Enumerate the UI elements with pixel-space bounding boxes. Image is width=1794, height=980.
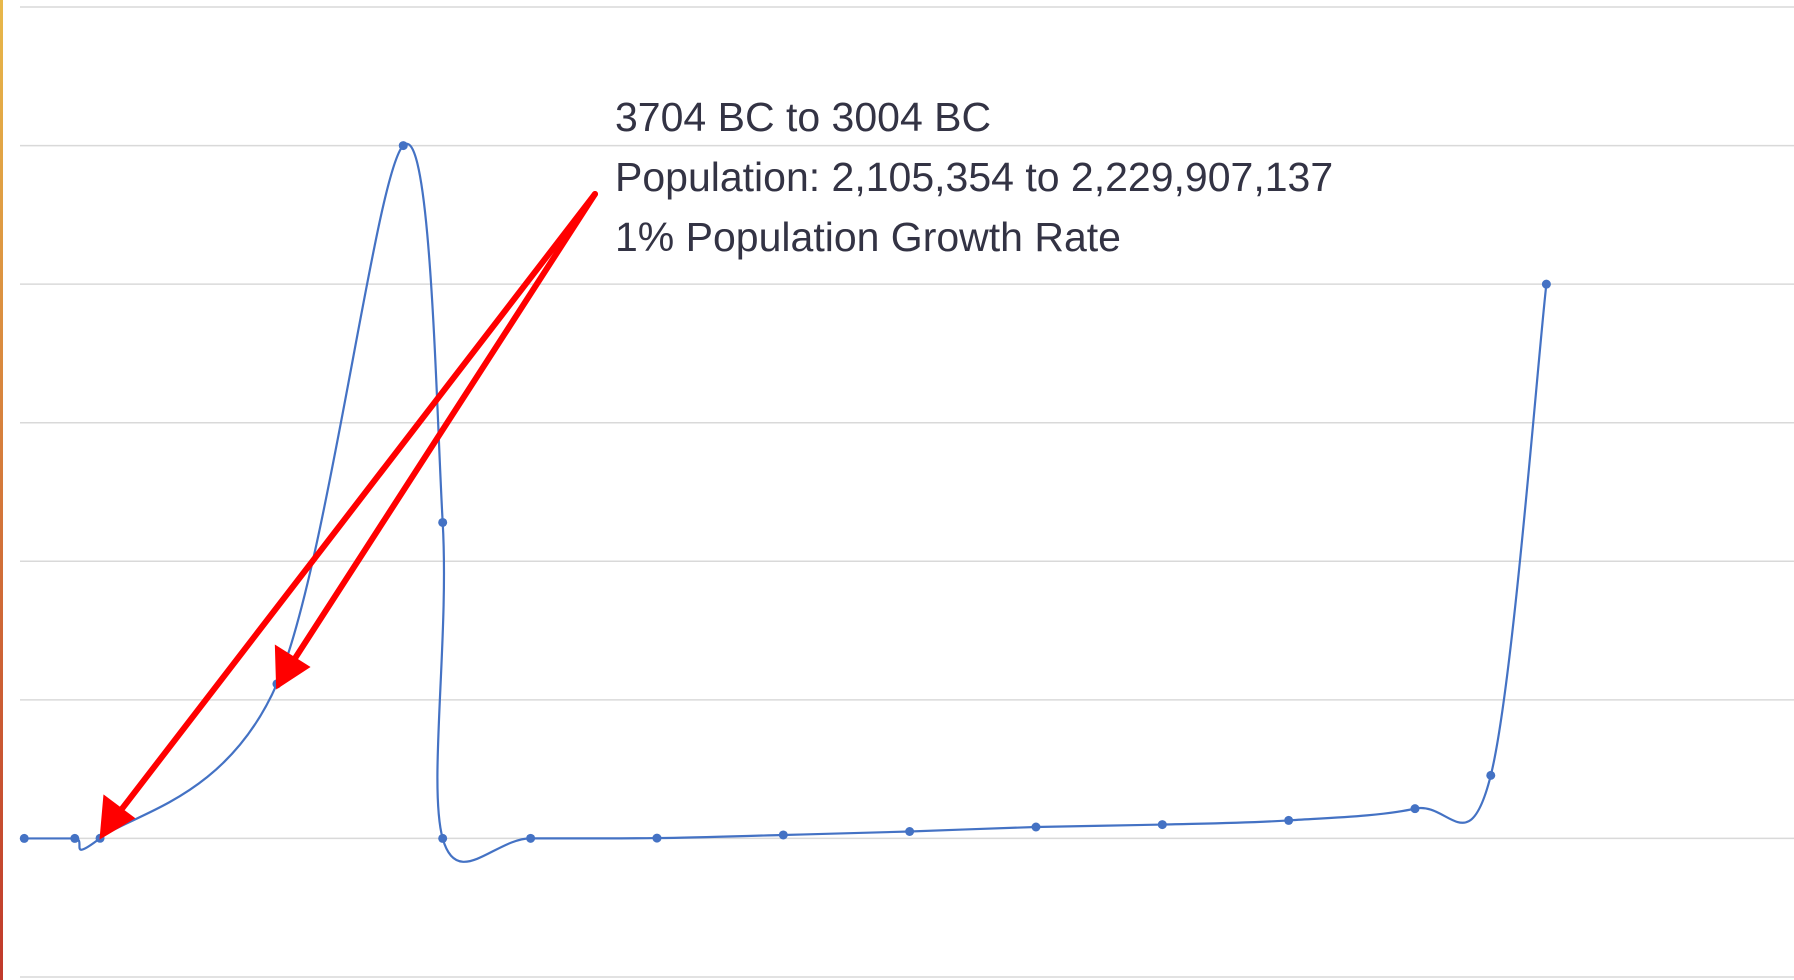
data-point <box>19 833 29 843</box>
arrow-shaft <box>115 191 598 817</box>
arrows <box>99 191 598 840</box>
data-point <box>438 833 448 843</box>
arrow-shaft <box>289 191 598 666</box>
data-point <box>438 517 448 527</box>
data-point <box>778 830 788 840</box>
data-point <box>70 833 80 843</box>
data-point <box>1541 279 1551 289</box>
series-line <box>24 142 1548 863</box>
annotation: 3704 BC to 3004 BC Population: 2,105,354… <box>615 94 1333 260</box>
data-point <box>398 141 408 151</box>
arrow-head <box>99 794 136 840</box>
data-point <box>905 827 915 836</box>
data-point <box>526 833 536 843</box>
data-point <box>1486 770 1496 780</box>
arrow-head <box>274 644 311 690</box>
data-point <box>1157 820 1167 830</box>
annotation-line: 1% Population Growth Rate <box>615 214 1121 260</box>
data-point <box>1284 815 1294 825</box>
slide-edge <box>0 0 3 980</box>
data-point <box>1031 822 1041 832</box>
data-point <box>1410 804 1420 814</box>
data-point <box>652 833 662 843</box>
annotation-line: 3704 BC to 3004 BC <box>615 94 991 140</box>
annotation-line: Population: 2,105,354 to 2,229,907,137 <box>615 154 1333 200</box>
